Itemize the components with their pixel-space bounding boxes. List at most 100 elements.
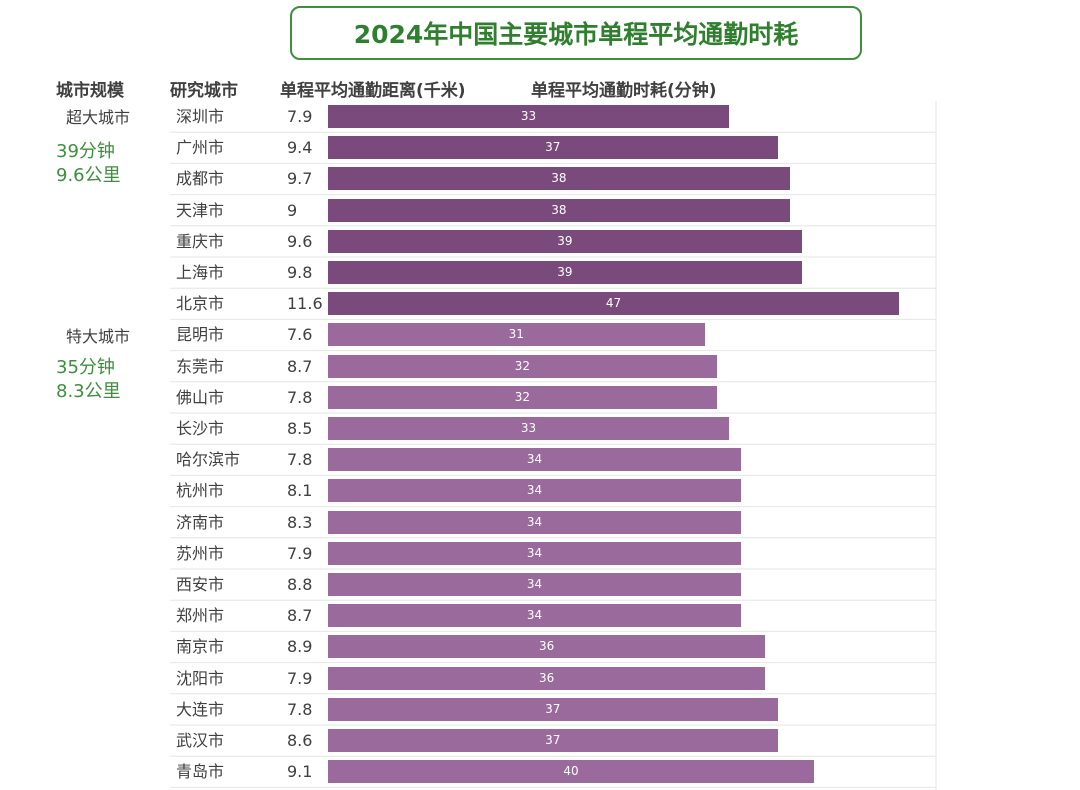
table-row: 长沙市 8.5 33 (0, 413, 1080, 444)
city-label: 佛山市 (176, 387, 225, 407)
table-row: 青岛市 9.1 40 (0, 756, 1080, 787)
city-label: 大连市 (176, 699, 225, 719)
city-label: 天津市 (176, 200, 225, 220)
time-bar: 33 (328, 417, 729, 440)
table-row: 济南市 8.3 34 (0, 507, 1080, 538)
city-label: 沈阳市 (176, 668, 225, 688)
time-bar: 47 (328, 292, 899, 316)
table-row: 郑州市 8.7 34 (0, 600, 1080, 631)
bar-value-label: 38 (551, 202, 567, 217)
distance-value: 9.8 (287, 263, 313, 282)
table-row: 西安市 8.8 34 (0, 569, 1080, 600)
group-avg-time-super: 39分钟 (56, 141, 115, 162)
bar-value-label: 32 (514, 389, 531, 404)
city-label: 深圳市 (176, 107, 225, 126)
city-label: 重庆市 (176, 231, 225, 251)
time-bar: 39 (328, 229, 802, 253)
table-row: 南京市 8.9 36 (0, 631, 1080, 662)
chart-title: 2024年中国主要城市单程平均通勤时耗 (290, 6, 862, 60)
bar-value-label: 37 (545, 701, 561, 716)
distance-value: 9.7 (287, 169, 313, 189)
table-row: 大连市 7.8 37 (0, 694, 1080, 725)
table-row: 哈尔滨市 7.8 34 (0, 444, 1080, 475)
time-bar: 34 (328, 573, 742, 596)
city-label: 成都市 (176, 169, 225, 189)
time-bar: 38 (328, 198, 790, 222)
distance-value: 7.9 (287, 107, 313, 126)
bar-value-label: 36 (539, 639, 555, 654)
city-label: 郑州市 (176, 606, 225, 626)
city-label: 上海市 (176, 263, 225, 282)
distance-value: 7.9 (287, 668, 313, 688)
bar-value-label: 34 (526, 608, 543, 623)
city-label: 青岛市 (176, 762, 225, 782)
time-bar: 34 (328, 479, 742, 503)
city-label: 济南市 (176, 512, 225, 532)
distance-value: 9.6 (287, 231, 313, 251)
city-label: 哈尔滨市 (176, 450, 241, 470)
bar-value-label: 47 (605, 296, 622, 311)
time-bar: 40 (328, 760, 814, 784)
table-row: 北京市 11.6 47 (0, 288, 1080, 319)
bar-value-label: 38 (551, 171, 567, 186)
bar-value-label: 34 (526, 452, 543, 467)
bar-value-label: 37 (545, 140, 561, 155)
time-bar: 37 (328, 697, 778, 721)
time-bar: 34 (328, 510, 742, 534)
bar-value-label: 36 (539, 670, 555, 685)
bar-value-label: 32 (514, 358, 531, 373)
distance-value: 9 (287, 200, 298, 220)
table-row: 昆明市 7.6 31 (0, 319, 1080, 350)
bar-value-label: 33 (520, 109, 537, 123)
bar-value-label: 39 (557, 233, 573, 248)
time-bar: 34 (328, 448, 742, 472)
time-bar: 34 (328, 604, 742, 628)
group-avg-time-mega: 35分钟 (56, 357, 115, 378)
distance-value: 8.8 (287, 575, 313, 594)
distance-value: 8.3 (287, 512, 313, 532)
distance-value: 8.9 (287, 637, 313, 657)
distance-value: 8.1 (287, 481, 313, 501)
bar-value-label: 34 (526, 545, 543, 560)
table-row: 重庆市 9.6 39 (0, 226, 1080, 257)
distance-value: 8.7 (287, 356, 313, 376)
time-bar: 37 (328, 136, 778, 160)
group-avg-distance-super: 9.6公里 (56, 165, 121, 186)
table-row: 上海市 9.8 39 (0, 257, 1080, 288)
group-avg-distance-mega: 8.3公里 (56, 381, 121, 402)
time-bar: 34 (328, 541, 742, 565)
distance-value: 9.1 (287, 762, 313, 782)
bar-value-label: 37 (545, 733, 561, 747)
bar-value-label: 34 (526, 577, 543, 591)
distance-value: 7.9 (287, 543, 313, 563)
table-row: 东莞市 8.7 32 (0, 351, 1080, 382)
distance-value: 11.6 (287, 294, 323, 314)
group-name-super: 超大城市 (66, 108, 131, 127)
table-row: 成都市 9.7 38 (0, 163, 1080, 194)
bar-value-label: 34 (526, 514, 543, 529)
table-row: 杭州市 8.1 34 (0, 475, 1080, 506)
header-city-scale: 城市规模 (56, 81, 124, 101)
city-label: 广州市 (176, 138, 225, 158)
table-row: 苏州市 7.9 34 (0, 538, 1080, 569)
table-row: 天津市 9 38 (0, 195, 1080, 226)
city-label: 苏州市 (176, 543, 225, 563)
city-label: 长沙市 (176, 419, 225, 438)
table-row: 佛山市 7.8 32 (0, 382, 1080, 413)
city-label: 武汉市 (176, 731, 225, 750)
distance-value: 7.8 (287, 387, 313, 407)
time-bar: 32 (328, 385, 717, 409)
time-bar: 36 (328, 666, 766, 690)
city-label: 东莞市 (176, 356, 225, 376)
distance-value: 7.8 (287, 450, 313, 470)
distance-value: 7.8 (287, 699, 313, 719)
distance-value: 9.4 (287, 138, 313, 158)
header-time: 单程平均通勤时耗(分钟) (531, 81, 717, 101)
distance-value: 7.6 (287, 325, 313, 345)
time-bar: 36 (328, 635, 766, 659)
bar-value-label: 33 (520, 421, 537, 435)
city-label: 昆明市 (176, 325, 225, 345)
city-label: 北京市 (176, 294, 225, 314)
bar-value-label: 39 (557, 265, 573, 279)
